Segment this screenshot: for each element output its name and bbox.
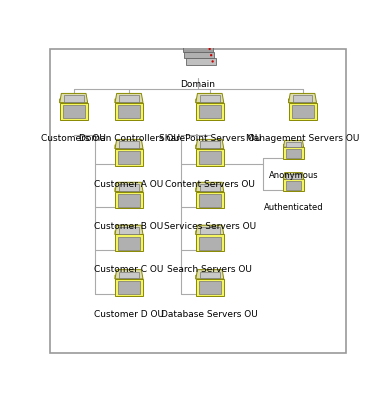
Bar [115,191,143,209]
Bar [196,103,224,119]
Text: Services Servers OU: Services Servers OU [164,222,256,232]
Polygon shape [115,225,143,234]
Polygon shape [196,99,210,103]
Bar [286,149,301,158]
Text: Doman Controllers OU: Doman Controllers OU [78,134,179,142]
Bar [283,147,304,159]
Polygon shape [60,99,73,103]
Bar [199,105,221,118]
Polygon shape [115,269,143,279]
Bar [199,237,221,250]
Polygon shape [196,145,210,149]
Bar [115,279,143,296]
Bar [200,272,220,278]
Bar [199,194,221,207]
Circle shape [210,54,212,57]
Polygon shape [196,94,224,103]
Bar [196,149,224,166]
Bar [200,96,220,102]
Text: Content Servers OU: Content Servers OU [165,179,255,189]
Bar [199,281,221,295]
Polygon shape [115,99,129,103]
Bar [118,194,140,207]
Polygon shape [115,145,129,149]
Bar [200,227,220,234]
Polygon shape [196,225,224,234]
Circle shape [208,48,211,50]
Bar [118,105,140,118]
Bar [186,58,216,64]
Bar [185,52,214,59]
Bar [119,184,139,191]
Text: Database Servers OU: Database Servers OU [161,310,258,319]
Text: Customer D OU: Customer D OU [94,310,164,319]
Bar [64,96,83,102]
Bar [115,234,143,251]
Bar [286,181,301,191]
Polygon shape [283,177,293,179]
Bar [115,103,143,119]
Bar [118,281,140,295]
Polygon shape [283,173,304,179]
Bar [119,272,139,278]
Polygon shape [115,139,143,149]
Bar [196,234,224,251]
Polygon shape [196,182,224,191]
Bar [286,174,301,179]
Polygon shape [115,231,129,234]
Bar [283,179,304,191]
Bar [119,141,139,148]
Bar [289,103,317,119]
Polygon shape [196,139,224,149]
Bar [199,151,221,164]
Text: Customer A OU: Customer A OU [95,179,164,189]
Polygon shape [60,94,88,103]
Bar [60,103,88,119]
Circle shape [212,60,214,62]
Text: Management Servers OU: Management Servers OU [246,134,359,142]
Polygon shape [196,269,224,279]
Text: Customers OU: Customers OU [41,134,106,142]
Polygon shape [289,94,317,103]
Text: Anonymous: Anonymous [269,171,318,180]
Text: Authenticated: Authenticated [264,203,323,212]
Polygon shape [115,275,129,279]
Polygon shape [289,99,302,103]
Bar [200,141,220,148]
Text: Customer B OU: Customer B OU [95,222,164,232]
Bar [293,96,312,102]
Polygon shape [115,188,129,191]
Bar [115,149,143,166]
Polygon shape [283,140,304,147]
Bar [118,237,140,250]
Text: SharePoint Servers OU: SharePoint Servers OU [159,134,261,142]
Bar [291,105,313,118]
Bar [196,279,224,296]
Bar [119,96,139,102]
Bar [118,151,140,164]
Bar [200,184,220,191]
Text: Domain: Domain [180,80,215,89]
Bar [63,105,85,118]
Text: Customer C OU: Customer C OU [94,265,164,274]
Bar [196,191,224,209]
Polygon shape [115,182,143,191]
Bar [286,142,301,146]
Polygon shape [115,94,143,103]
Polygon shape [283,144,293,147]
Polygon shape [196,231,210,234]
Bar [183,46,213,52]
Bar [119,227,139,234]
Polygon shape [196,188,210,191]
Polygon shape [196,275,210,279]
Text: Search Servers OU: Search Servers OU [168,265,252,274]
